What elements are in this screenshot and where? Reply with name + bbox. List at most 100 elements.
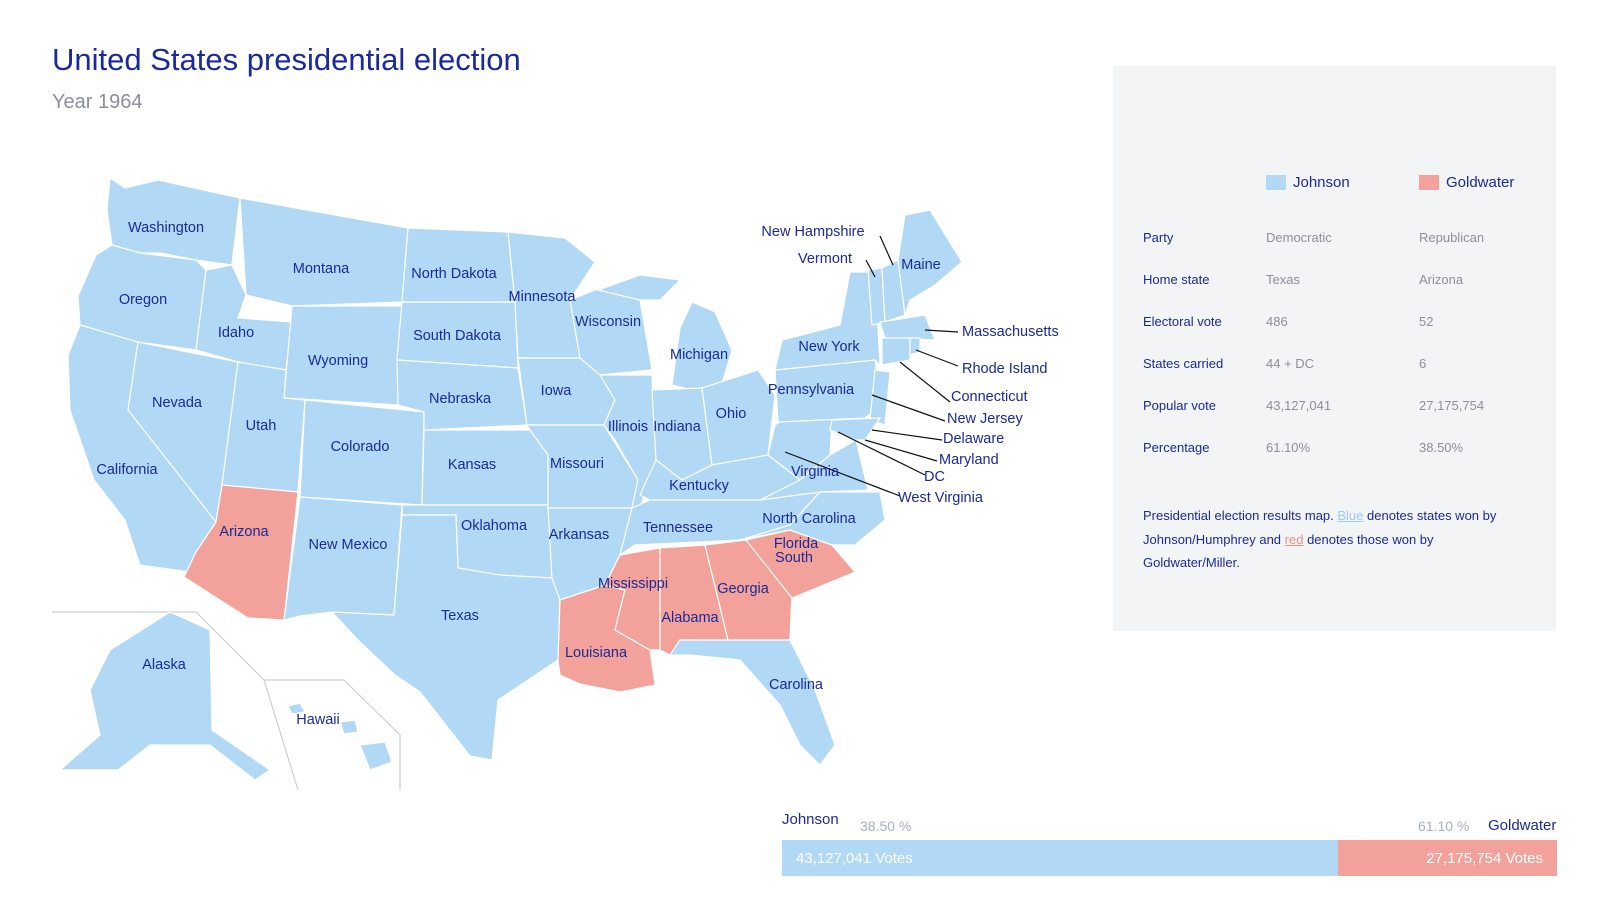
row-electoral-vote-johnson: 486 xyxy=(1266,314,1288,329)
label-new-york: New York xyxy=(798,339,860,355)
page-subtitle: Year 1964 xyxy=(52,91,143,113)
state-rhode-island[interactable] xyxy=(909,337,921,356)
leader-rhode-island xyxy=(915,349,959,367)
state-hawaii-island[interactable] xyxy=(359,741,393,771)
description-part2: denotes states won by Johnson/Humphrey a… xyxy=(1143,508,1497,547)
label-delaware: Delaware xyxy=(943,431,1004,447)
row-label-electoral-vote: Electoral vote xyxy=(1143,314,1222,329)
description-part1: Presidential election results map. xyxy=(1143,508,1338,523)
state-michigan-up[interactable] xyxy=(595,274,682,301)
label-tennessee: Tennessee xyxy=(643,520,713,536)
leader-west-virginia xyxy=(784,451,901,497)
row-party-johnson: Democratic xyxy=(1266,230,1332,245)
label-alabama: Alabama xyxy=(661,610,719,626)
legend-johnson-swatch xyxy=(1266,175,1286,190)
leader-new-hampshire xyxy=(879,235,894,266)
row-label-percentage: Percentage xyxy=(1143,440,1210,455)
state-hawaii[interactable] xyxy=(287,702,306,715)
row-home-state-johnson: Texas xyxy=(1266,272,1300,287)
state-connecticut[interactable] xyxy=(881,337,911,366)
state-hawaii-maui[interactable] xyxy=(339,719,359,735)
leader-new-jersey xyxy=(871,394,946,422)
vote-bar-johnson: 43,127,041 Votes xyxy=(782,840,1338,876)
label-nebraska: Nebraska xyxy=(429,391,492,407)
vote-bar-left-pct: 38.50 % xyxy=(860,818,912,834)
label-north-carolina: North Carolina xyxy=(762,511,856,527)
label-utah: Utah xyxy=(246,418,277,434)
us-election-map: Washington Oregon California Nevada Idah… xyxy=(52,176,1059,791)
leader-massachusetts xyxy=(924,329,959,333)
label-oklahoma: Oklahoma xyxy=(461,518,528,534)
label-oregon: Oregon xyxy=(119,292,167,308)
label-new-jersey: New Jersey xyxy=(947,411,1023,427)
vote-bar-left-name: Johnson xyxy=(782,811,839,828)
state-texas[interactable] xyxy=(330,514,561,761)
row-percentage-goldwater: 38.50% xyxy=(1419,440,1464,455)
vote-bar-right-name: Goldwater xyxy=(1488,817,1557,834)
state-alaska[interactable] xyxy=(58,611,272,781)
vote-bar-goldwater-votes: 27,175,754 Votes xyxy=(1426,849,1543,867)
row-states-carried-goldwater: 6 xyxy=(1419,356,1427,371)
label-massachusetts: Massachusetts xyxy=(962,324,1059,340)
label-missouri: Missouri xyxy=(550,456,604,472)
label-michigan: Michigan xyxy=(670,347,728,363)
results-description: Presidential election results map. Blue … xyxy=(1143,504,1533,575)
label-pennsylvania: Pennsylvania xyxy=(768,382,855,398)
label-louisiana: Louisiana xyxy=(565,645,628,661)
state-new-york[interactable] xyxy=(774,271,881,371)
label-west-virginia: West Virginia xyxy=(898,490,984,506)
results-panel: Johnson Goldwater Party Democratic Repub… xyxy=(1113,66,1556,631)
state-georgia[interactable] xyxy=(704,539,793,641)
description-red-link[interactable]: red xyxy=(1284,531,1304,547)
label-connecticut: Connecticut xyxy=(951,389,1028,405)
row-label-states-carried: States carried xyxy=(1143,356,1224,371)
state-oregon[interactable] xyxy=(77,244,207,351)
row-electoral-vote-goldwater: 52 xyxy=(1419,314,1434,329)
label-texas: Texas xyxy=(441,608,479,624)
legend-johnson: Johnson xyxy=(1266,174,1350,191)
state-delaware-maryland[interactable] xyxy=(829,417,882,441)
row-party-goldwater: Republican xyxy=(1419,230,1485,245)
vote-bar-goldwater: 27,175,754 Votes xyxy=(1338,840,1557,876)
label-virginia: Virginia xyxy=(791,464,840,480)
label-rhode-island: Rhode Island xyxy=(962,361,1047,377)
alaska-inset-frame xyxy=(52,611,299,791)
label-montana: Montana xyxy=(293,261,350,277)
label-dc: DC xyxy=(924,469,945,485)
legend-goldwater-label: Goldwater xyxy=(1446,174,1515,191)
label-arkansas: Arkansas xyxy=(549,527,609,543)
legend-goldwater-swatch xyxy=(1419,175,1439,190)
label-maryland: Maryland xyxy=(939,452,999,468)
state-montana[interactable] xyxy=(239,197,409,307)
label-vermont: Vermont xyxy=(798,251,852,267)
leader-maryland xyxy=(864,439,938,462)
label-nevada: Nevada xyxy=(152,395,203,411)
vote-bar-right-pct: 61.10 % xyxy=(1418,818,1470,834)
label-mississippi: Mississippi xyxy=(598,576,668,592)
row-popular-vote-goldwater: 27,175,754 xyxy=(1419,398,1485,413)
state-maine[interactable] xyxy=(897,209,963,316)
state-florida[interactable] xyxy=(668,639,836,766)
state-north-dakota[interactable] xyxy=(401,227,516,303)
row-label-home-state: Home state xyxy=(1143,272,1210,287)
row-popular-vote-johnson: 43,127,041 xyxy=(1266,398,1332,413)
state-arizona[interactable] xyxy=(183,484,299,621)
label-washington: Washington xyxy=(128,220,204,236)
state-north-carolina[interactable] xyxy=(739,491,886,546)
row-percentage-johnson: 61.10% xyxy=(1266,440,1311,455)
state-wisconsin[interactable] xyxy=(569,287,653,376)
vote-bar-johnson-votes: 43,127,041 Votes xyxy=(796,849,913,867)
label-north-dakota: North Dakota xyxy=(411,266,497,282)
state-new-mexico[interactable] xyxy=(283,496,403,621)
label-idaho: Idaho xyxy=(218,325,254,341)
leader-connecticut xyxy=(899,361,951,403)
description-blue-link[interactable]: Blue xyxy=(1337,508,1364,523)
label-new-mexico: New Mexico xyxy=(309,537,388,553)
label-wyoming: Wyoming xyxy=(308,353,368,369)
description-part3: denotes those won by Goldwater/Miller. xyxy=(1143,531,1434,571)
label-carolina: South xyxy=(775,550,813,566)
state-massachusetts[interactable] xyxy=(879,314,936,341)
label-indiana: Indiana xyxy=(653,419,702,435)
row-label-popular-vote: Popular vote xyxy=(1143,398,1216,413)
page-title: United States presidential election xyxy=(52,42,521,77)
